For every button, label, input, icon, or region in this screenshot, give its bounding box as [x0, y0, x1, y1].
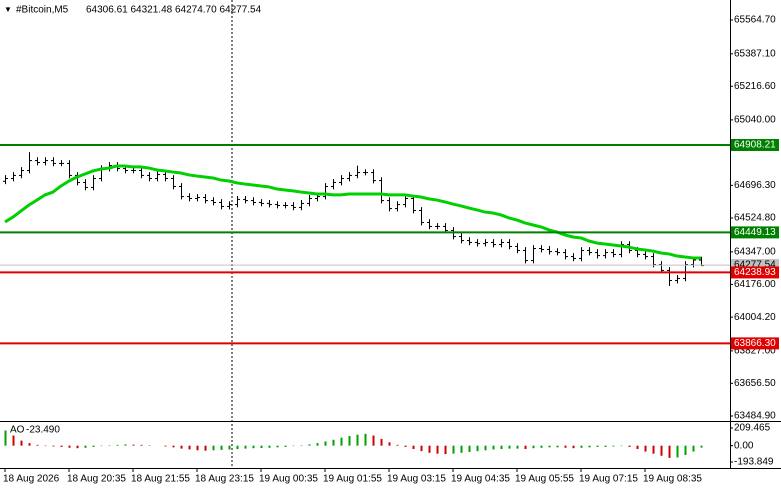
x-tick-label: 19 Aug 00:35 — [259, 474, 318, 485]
y-tick-label: 63827.00 — [734, 346, 776, 357]
level-label: 64449.13 — [734, 227, 776, 238]
level-label-box — [731, 337, 779, 350]
y-tick-label: 64004.20 — [734, 312, 776, 323]
x-tick-label: 19 Aug 07:15 — [579, 474, 638, 485]
y-tick-label: 65216.60 — [734, 81, 776, 92]
ao-last-value: -23.490 — [26, 425, 60, 436]
x-tick-label: 18 Aug 21:55 — [131, 474, 190, 485]
y-tick-label: 64524.80 — [734, 213, 776, 224]
y-tick-label: 65040.00 — [734, 115, 776, 126]
x-tick-label: 19 Aug 08:35 — [643, 474, 702, 485]
y-tick-label: -193.849 — [734, 457, 774, 468]
level-label: 64908.21 — [734, 140, 776, 151]
y-tick-label: 64347.00 — [734, 246, 776, 257]
y-tick-label: 0.00 — [734, 440, 754, 451]
chart-title: #Bitcoin,M5 — [16, 5, 69, 16]
symbol-menu-arrow[interactable]: ▼ — [4, 5, 12, 14]
x-tick-label: 19 Aug 05:55 — [515, 474, 574, 485]
y-tick-label: 64176.00 — [734, 279, 776, 290]
y-tick-label: 209.465 — [734, 423, 771, 434]
moving-average — [4, 164, 701, 260]
level-label: 64238.93 — [734, 267, 776, 278]
x-tick-label: 18 Aug 23:15 — [195, 474, 254, 485]
ao-title: AO — [10, 425, 25, 436]
y-tick-label: 65564.70 — [734, 15, 776, 26]
y-tick-label: 63656.50 — [734, 378, 776, 389]
current-price-label: 64277.54 — [734, 260, 776, 271]
level-label: 63866.30 — [734, 338, 776, 349]
level-label-box — [731, 226, 779, 239]
x-tick-label: 18 Aug 2026 — [3, 474, 60, 485]
x-tick-label: 18 Aug 20:35 — [67, 474, 126, 485]
y-tick-label: 63484.90 — [734, 411, 776, 422]
level-label-box — [731, 266, 779, 279]
y-tick-label: 65387.10 — [734, 48, 776, 59]
x-tick-label: 19 Aug 03:15 — [387, 474, 446, 485]
y-tick-label: 64696.30 — [734, 180, 776, 191]
x-tick-label: 19 Aug 01:55 — [323, 474, 382, 485]
ohlc-header: 64306.61 64321.48 64274.70 64277.54 — [86, 5, 262, 16]
x-tick-label: 19 Aug 04:35 — [451, 474, 510, 485]
level-label-box — [731, 138, 779, 151]
